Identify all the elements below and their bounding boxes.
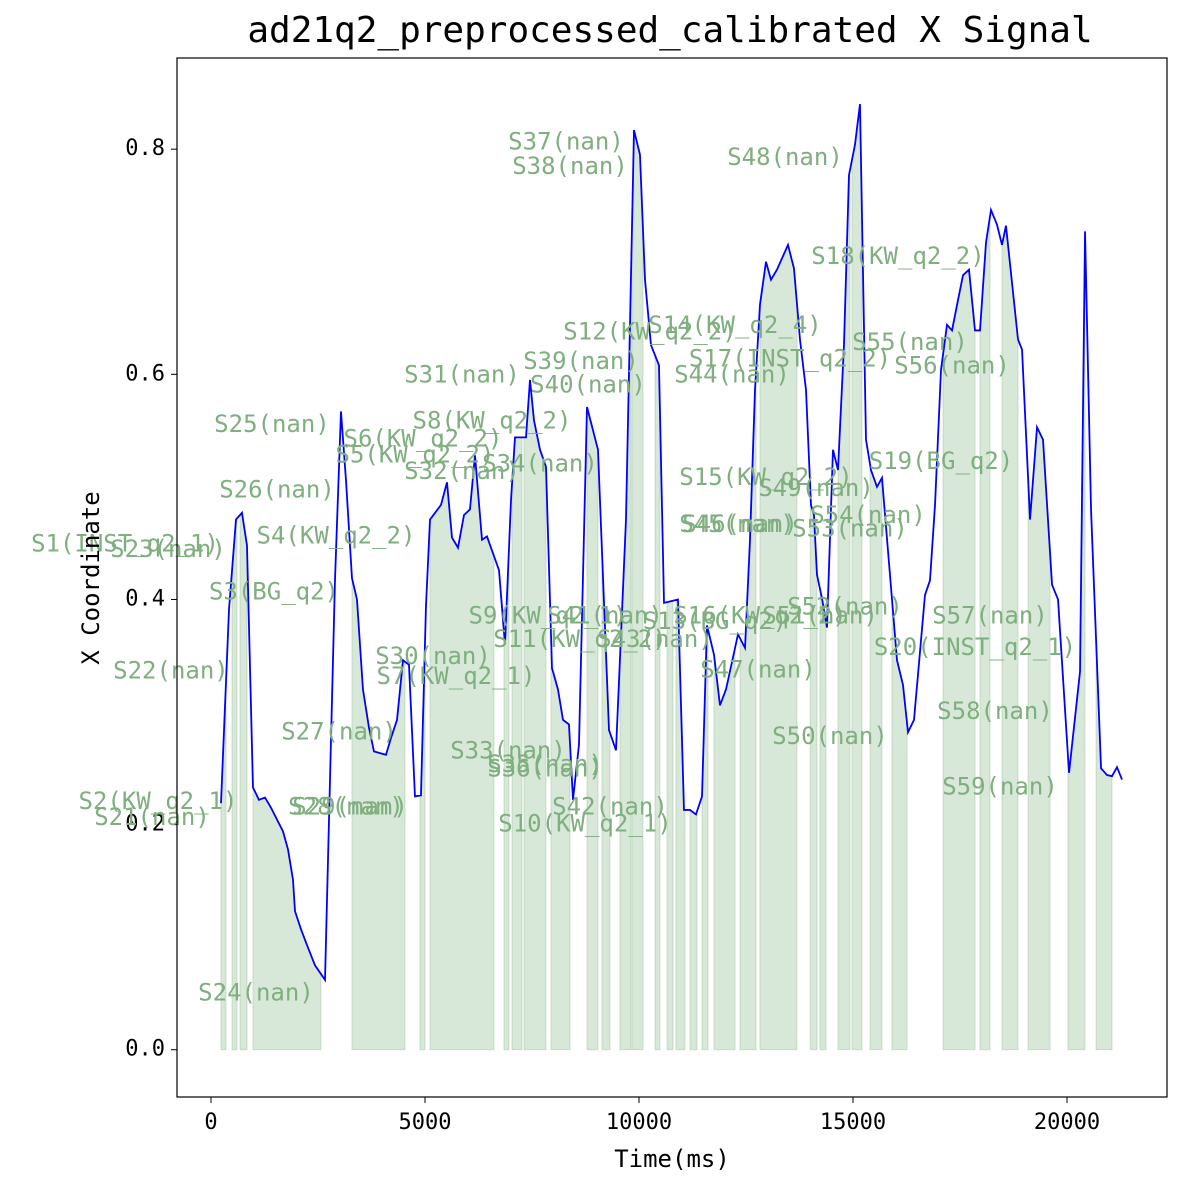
y-tick-label: 0.8 [125,136,165,161]
segment-label: S3(BG_q2) [209,578,339,606]
segment-label: S23(nan) [110,535,226,563]
segment-label: S56(nan) [894,351,1010,379]
segment-label: S10(KW_q2_1) [498,810,671,838]
segment-label: S8(KW_q2_2) [413,407,572,435]
segment-label: S39(nan) [523,347,639,375]
segment-label: S53(nan) [792,515,908,543]
segment-label: S43(nan) [597,625,713,653]
axes-frame [176,57,1168,1098]
chart-title: ad21q2_preprocessed_calibrated X Signal [247,10,1092,51]
segment-label: S42(nan) [552,793,668,821]
shaded-segment [713,648,736,1051]
segment-label: S18(KW_q2_2) [811,242,984,270]
segment-label: S7(KW_q2_1) [377,662,536,690]
segment-label: S55(nan) [852,328,968,356]
segment-label: S35(nan) [487,750,603,778]
segment-label: S31(nan) [404,360,520,388]
x-tick-label: 15000 [820,1110,886,1135]
shaded-segments [220,104,1113,1051]
segment-label: S52(nan) [787,592,903,620]
signal-line [220,104,1123,983]
segment-label: S37(nan) [508,127,624,155]
annotations: S1(INST_q2_1)S23(nan) S2(KW_q2_1)S21(nan)… [31,127,1076,1006]
segment-label: S12(KW_q2_2) [563,318,736,346]
segment-label: S6(KW_q2_2) [344,425,503,453]
segment-label: S33(nan) [450,736,566,764]
x-tick-label: 5000 [399,1110,452,1135]
segment-label: S22(nan) [113,656,229,684]
segment-label: S5(KW_q2_2) [336,440,495,468]
segment-label: S15(KW_q2_2) [679,463,852,491]
segment-label: S14(KW_q2_4) [648,311,821,339]
segment-label: S51(nan) [762,601,878,629]
segment-label: S19(BG_q2) [869,447,1014,475]
shaded-segment [1027,425,1051,1051]
shaded-segment [869,463,883,1051]
segment-label: S34(nan) [482,449,598,477]
segment-label: S21(nan) [94,803,210,831]
segment-label: S1(INST_q2_1) [31,529,219,557]
segment-label: S58(nan) [937,697,1053,725]
plot-area: 0 5000 10000 15000 20000 0.0 0.2 0.4 0.6 0.8 [125,104,1123,1135]
segment-label: S17(INST_q2_2) [689,345,891,373]
segment-label: S4(KW_q2_2) [257,521,416,549]
segment-label: S38(nan) [512,152,628,180]
segment-label: S59(nan) [942,772,1058,800]
segment-label: S40(nan) [530,371,646,399]
segment-label: S49(nan) [758,474,874,502]
segment-label: S46(nan) [682,510,798,538]
segment-label: S48(nan) [727,143,843,171]
segment-label: S32(nan) [404,457,520,485]
segment-label: S47(nan) [700,655,816,683]
segment-label: S44(nan) [674,360,790,388]
x-tick-label: 0 [204,1110,217,1135]
segment-label: S28(nan) [288,793,404,821]
segment-label: S50(nan) [772,722,888,750]
shaded-segment [586,406,599,1051]
segment-label: S13(BG_q2) [643,607,788,635]
segment-label: S26(nan) [219,475,335,503]
x-axis-label: Time(ms) [614,1145,730,1173]
y-axis-label: X Coordinate [77,491,105,664]
segment-label: S54(nan) [810,501,926,529]
segment-label: S25(nan) [214,410,330,438]
y-tick-label: 0.2 [125,812,165,837]
x-tick-label: 10000 [606,1110,672,1135]
segment-label: S9(KW_q2_1) [469,601,628,629]
segment-label: S2(KW_q2_1) [79,787,238,815]
segment-label: S36(nan) [487,754,603,782]
segment-label: S27(nan) [281,717,397,745]
y-tick-label: 0.4 [125,586,165,611]
shaded-segment [631,129,644,1051]
segment-label: S41(nan) [547,601,663,629]
segment-label: S57(nan) [932,601,1048,629]
segment-label: S20(INST_q2_1) [874,633,1076,661]
y-tick-label: 0.6 [125,361,165,386]
segment-label: S29(nan) [292,793,408,821]
shaded-segment [819,588,827,1051]
shaded-segment [689,809,698,1051]
shaded-segment [523,379,547,1051]
y-tick-label: 0.0 [125,1037,165,1062]
segment-label: S24(nan) [198,978,314,1006]
x-tick-label: 20000 [1034,1110,1100,1135]
segment-label: S16(KW_q2_2) [673,601,846,629]
segment-label: S11(KW_q2_2) [493,625,666,653]
shaded-segment [654,355,661,1051]
segment-label: S30(nan) [375,642,491,670]
segment-label: S45(nan) [679,510,795,538]
